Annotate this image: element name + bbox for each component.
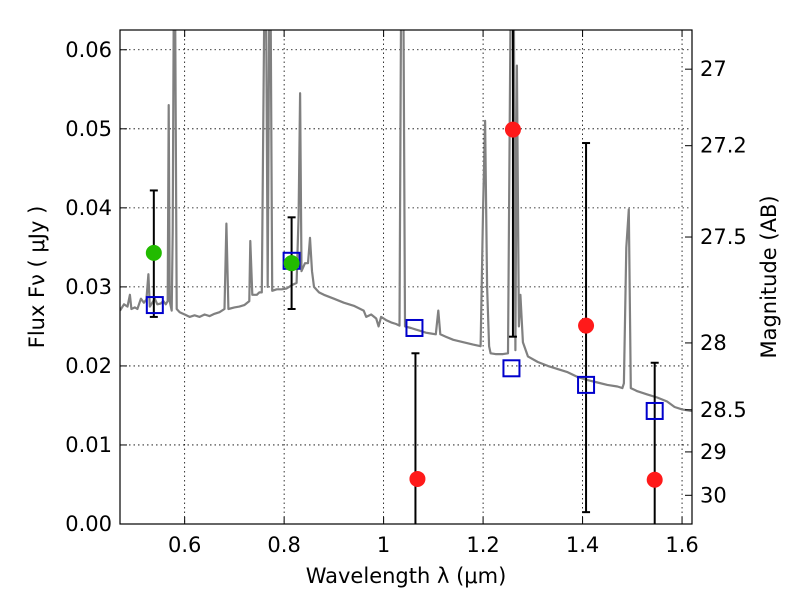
x-tick-label: 1.2 bbox=[466, 533, 499, 557]
right-tick-label: 27.2 bbox=[700, 134, 747, 158]
axis-ticks: 0.6 0.8 1 1.2 1.4 1.6 0.00 0.01 0.02 0.03 0.04 0.05… bbox=[65, 30, 747, 557]
model-photometry-square bbox=[405, 318, 424, 337]
right-tick-label: 28.5 bbox=[700, 398, 747, 422]
right-tick-label: 28 bbox=[700, 331, 727, 355]
observed-flux-point bbox=[578, 317, 595, 334]
x-tick-label: 1.6 bbox=[665, 533, 698, 557]
marker-layer bbox=[145, 121, 664, 488]
spectrum-layer bbox=[120, 30, 692, 413]
x-tick-label: 1 bbox=[377, 533, 390, 557]
right-tick-label: 27.5 bbox=[700, 225, 747, 249]
plot-frame bbox=[119, 29, 693, 525]
observed-flux-point bbox=[504, 121, 521, 138]
x-tick-label: 1.4 bbox=[566, 533, 599, 557]
observed-flux-point bbox=[646, 471, 663, 488]
spectrum-line bbox=[120, 30, 692, 413]
right-tick-label: 29 bbox=[700, 440, 727, 464]
x-tick-label: 0.8 bbox=[267, 533, 300, 557]
y-tick-label: 0.00 bbox=[65, 512, 112, 536]
right-tick-label: 27 bbox=[700, 57, 727, 81]
grid bbox=[120, 30, 692, 525]
right-tick-label: 30 bbox=[700, 483, 727, 507]
y-axis-label: Flux Fν ( μJy ) bbox=[25, 206, 49, 349]
x-axis-label: Wavelength λ (μm) bbox=[306, 564, 507, 588]
y-tick-label: 0.04 bbox=[65, 196, 112, 220]
observed-flux-point bbox=[283, 255, 300, 272]
observed-flux-point bbox=[409, 470, 426, 487]
x-tick-label: 0.6 bbox=[168, 533, 201, 557]
y-tick-label: 0.01 bbox=[65, 433, 112, 457]
y-tick-label: 0.03 bbox=[65, 275, 112, 299]
model-photometry-square bbox=[145, 296, 164, 315]
observed-flux-point bbox=[145, 244, 162, 261]
y-tick-label: 0.02 bbox=[65, 354, 112, 378]
y-tick-label: 0.05 bbox=[65, 117, 112, 141]
model-photometry-square bbox=[502, 359, 521, 378]
y-tick-label: 0.06 bbox=[65, 38, 112, 62]
model-photometry-square bbox=[645, 401, 664, 420]
model-photometry-square bbox=[577, 375, 596, 394]
right-axis-label: Magnitude (AB) bbox=[757, 195, 781, 358]
